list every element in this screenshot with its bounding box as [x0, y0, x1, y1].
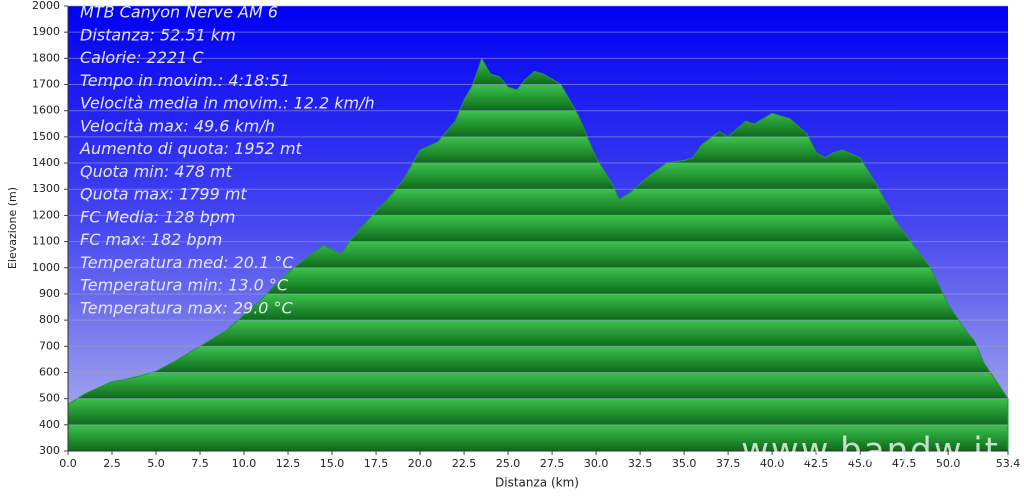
x-tick-label: 0.0 — [59, 457, 77, 470]
y-tick-label: 1800 — [32, 51, 60, 64]
info-line: Velocità max: 49.6 km/h — [80, 116, 275, 135]
y-tick-label: 1900 — [32, 25, 60, 38]
x-tick-label: 35.0 — [672, 457, 697, 470]
x-tick-label: 47.5 — [892, 457, 917, 470]
x-tick-label: 27.5 — [540, 457, 565, 470]
y-tick-label: 600 — [39, 365, 60, 378]
info-line: FC Media: 128 bpm — [80, 207, 236, 226]
info-line: MTB Canyon Nerve AM 6 — [80, 3, 278, 22]
x-tick-label: 50.0 — [936, 457, 961, 470]
info-line: Velocità media in movim.: 12.2 km/h — [80, 94, 375, 113]
x-tick-label: 40.0 — [760, 457, 785, 470]
y-tick-label: 1700 — [32, 78, 60, 91]
y-tick-label: 1200 — [32, 208, 60, 221]
y-tick-label: 300 — [39, 444, 60, 457]
x-tick-label: 10.0 — [232, 457, 257, 470]
y-tick-label: 500 — [39, 392, 60, 405]
y-tick-label: 400 — [39, 418, 60, 431]
x-tick-label: 22.5 — [452, 457, 477, 470]
y-tick-label: 1600 — [32, 104, 60, 117]
x-tick-label: 2.5 — [103, 457, 121, 470]
info-line: Temperatura med: 20.1 °C — [80, 253, 294, 272]
y-tick-label: 1500 — [32, 130, 60, 143]
y-tick-label: 1400 — [32, 156, 60, 169]
y-tick-label: 800 — [39, 313, 60, 326]
x-tick-label: 25.0 — [496, 457, 521, 470]
x-axis-label: Distanza (km) — [495, 476, 579, 490]
info-line: FC max: 182 bpm — [80, 230, 222, 249]
y-tick-label: 1100 — [32, 235, 60, 248]
info-line: Temperatura max: 29.0 °C — [80, 298, 294, 317]
x-tick-label: 5.0 — [147, 457, 165, 470]
info-line: Quota min: 478 mt — [80, 162, 233, 181]
x-tick-label: 17.5 — [364, 457, 389, 470]
x-tick-label: 42.5 — [804, 457, 829, 470]
y-tick-label: 1000 — [32, 261, 60, 274]
x-tick-label: 32.5 — [628, 457, 653, 470]
x-tick-label: 15.0 — [320, 457, 345, 470]
x-tick-label: 12.5 — [276, 457, 301, 470]
watermark: www.bandw.it — [741, 431, 1000, 471]
x-tick-label: 45.0 — [848, 457, 873, 470]
x-tick-label: 30.0 — [584, 457, 609, 470]
info-line: Quota max: 1799 mt — [80, 185, 247, 204]
info-line: Aumento di quota: 1952 mt — [79, 139, 303, 158]
x-tick-label: 20.0 — [408, 457, 433, 470]
info-line: Distanza: 52.51 km — [80, 25, 236, 44]
y-tick-label: 1300 — [32, 182, 60, 195]
info-line: Calorie: 2221 C — [80, 48, 204, 67]
x-tick-label: 37.5 — [716, 457, 741, 470]
x-tick-label: 53.4 — [996, 457, 1021, 470]
x-tick-label: 7.5 — [191, 457, 209, 470]
elevation-area — [67, 57, 1009, 452]
y-tick-label: 2000 — [32, 0, 60, 12]
info-line: Temperatura min: 13.0 °C — [80, 276, 289, 295]
y-tick-label: 700 — [39, 339, 60, 352]
y-axis-label: Elevazione (m) — [6, 187, 19, 269]
y-tick-label: 900 — [39, 287, 60, 300]
info-line: Tempo in movim.: 4:18:51 — [80, 71, 290, 90]
